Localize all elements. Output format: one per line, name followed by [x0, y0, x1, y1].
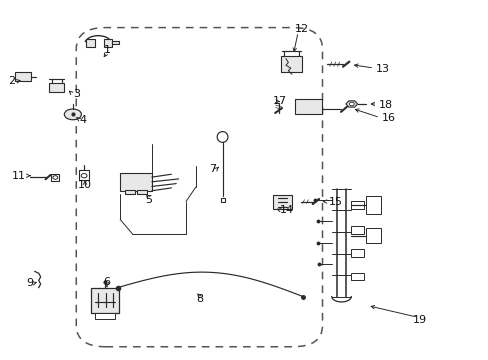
- Bar: [91, 288, 119, 313]
- Text: 3: 3: [73, 89, 80, 99]
- Bar: [15, 72, 31, 81]
- Bar: [366, 196, 380, 214]
- Bar: [366, 228, 380, 243]
- Bar: [294, 99, 321, 114]
- Text: 17: 17: [272, 96, 286, 106]
- Text: 11: 11: [11, 171, 25, 181]
- Bar: [350, 201, 364, 209]
- Bar: [95, 313, 115, 319]
- Text: 9: 9: [26, 278, 34, 288]
- Text: 5: 5: [144, 195, 152, 205]
- Bar: [49, 83, 64, 92]
- Bar: [137, 190, 147, 194]
- Bar: [112, 41, 119, 44]
- Ellipse shape: [64, 109, 81, 120]
- Circle shape: [53, 176, 58, 179]
- Bar: [125, 190, 135, 194]
- Bar: [281, 56, 301, 72]
- Text: 18: 18: [378, 100, 392, 110]
- Bar: [272, 195, 292, 210]
- Text: 13: 13: [375, 64, 389, 74]
- Text: 10: 10: [78, 180, 92, 190]
- Bar: [86, 40, 95, 47]
- Text: 16: 16: [381, 113, 395, 123]
- Text: 19: 19: [412, 315, 426, 325]
- Text: 2: 2: [8, 76, 15, 86]
- Text: 6: 6: [103, 277, 110, 287]
- Polygon shape: [345, 101, 357, 107]
- Text: 8: 8: [196, 294, 203, 304]
- Text: 15: 15: [328, 197, 342, 207]
- Bar: [350, 226, 364, 234]
- Text: 12: 12: [294, 24, 308, 35]
- Bar: [350, 273, 364, 280]
- Circle shape: [81, 174, 87, 178]
- Bar: [51, 174, 59, 181]
- Text: 7: 7: [209, 164, 216, 174]
- Bar: [103, 40, 112, 47]
- Bar: [350, 249, 364, 257]
- Circle shape: [348, 102, 353, 106]
- Text: 1: 1: [103, 45, 110, 55]
- Bar: [79, 170, 89, 180]
- Bar: [120, 173, 152, 191]
- Text: 14: 14: [279, 206, 293, 216]
- Text: 4: 4: [79, 116, 86, 126]
